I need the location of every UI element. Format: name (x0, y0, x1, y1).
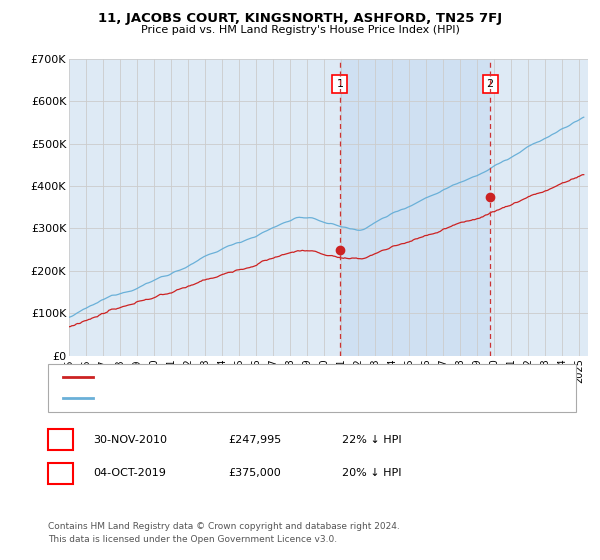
Text: 11, JACOBS COURT, KINGSNORTH, ASHFORD, TN25 7FJ (detached house): 11, JACOBS COURT, KINGSNORTH, ASHFORD, T… (99, 372, 477, 382)
Text: £375,000: £375,000 (228, 468, 281, 478)
Text: HPI: Average price, detached house, Ashford: HPI: Average price, detached house, Ashf… (99, 393, 332, 403)
Text: 20% ↓ HPI: 20% ↓ HPI (342, 468, 401, 478)
Text: 1: 1 (337, 80, 343, 89)
Text: Price paid vs. HM Land Registry's House Price Index (HPI): Price paid vs. HM Land Registry's House … (140, 25, 460, 35)
Text: Contains HM Land Registry data © Crown copyright and database right 2024.: Contains HM Land Registry data © Crown c… (48, 522, 400, 531)
Text: £247,995: £247,995 (228, 435, 281, 445)
Text: 2: 2 (57, 466, 64, 480)
Text: 04-OCT-2019: 04-OCT-2019 (93, 468, 166, 478)
Text: 22% ↓ HPI: 22% ↓ HPI (342, 435, 401, 445)
Bar (340, 59, 490, 356)
Text: 30-NOV-2010: 30-NOV-2010 (93, 435, 167, 445)
Text: 2: 2 (487, 80, 494, 89)
Text: 11, JACOBS COURT, KINGSNORTH, ASHFORD, TN25 7FJ: 11, JACOBS COURT, KINGSNORTH, ASHFORD, T… (98, 12, 502, 25)
Text: 1: 1 (57, 433, 64, 446)
Text: This data is licensed under the Open Government Licence v3.0.: This data is licensed under the Open Gov… (48, 535, 337, 544)
